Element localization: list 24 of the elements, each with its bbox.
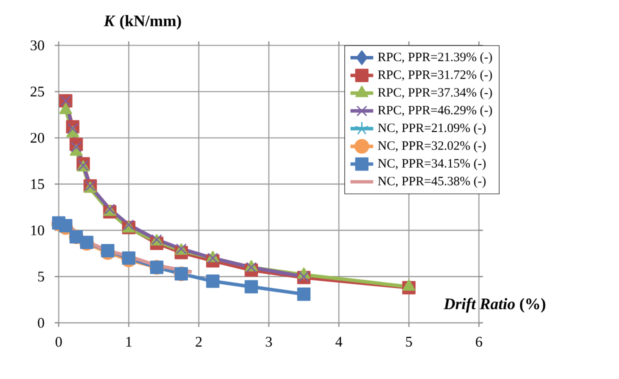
legend-label: RPC, PPR=21.39% (-) (378, 52, 492, 64)
legend-label: RPC, PPR=37.34% (-) (378, 88, 492, 100)
legend-label: RPC, PPR=46.29% (-) (378, 106, 492, 118)
y-axis-title: K (kN/mm) (104, 15, 181, 30)
x-axis-title: Drift Ratio (%) (444, 298, 546, 313)
legend-label: RPC, PPR=31.72% (-) (378, 70, 492, 82)
y-tick-label: 15 (31, 179, 44, 190)
x-tick-label: 2 (196, 336, 202, 347)
y-tick-label: 5 (38, 272, 44, 282)
legend-label: NC, PPR=45.38% (-) (378, 176, 486, 188)
x-tick-label: 1 (126, 336, 132, 347)
x-tick-label: 0 (56, 336, 62, 347)
x-tick-label: 3 (266, 336, 272, 347)
legend-label: NC, PPR=34.15% (-) (378, 158, 486, 170)
y-tick-label: 0 (38, 318, 44, 328)
y-tick-label: 20 (30, 132, 44, 143)
y-tick-label: 30 (30, 40, 44, 50)
x-tick-label: 6 (476, 336, 482, 347)
y-tick-label: 10 (31, 225, 44, 236)
legend-label: NC, PPR=32.02% (-) (378, 141, 486, 153)
x-tick-label: 4 (335, 336, 342, 347)
legend-label: NC, PPR=21.09% (-) (378, 123, 486, 135)
y-tick-label: 25 (30, 86, 44, 97)
x-tick-label: 5 (406, 336, 412, 347)
